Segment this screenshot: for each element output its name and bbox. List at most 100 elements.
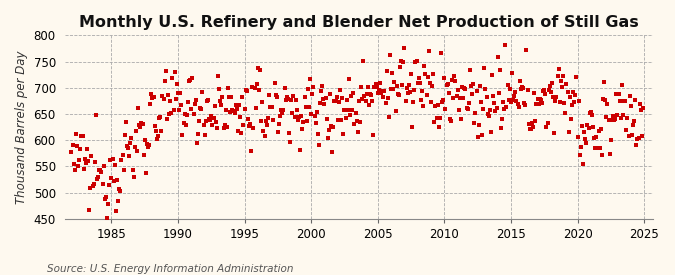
Point — [449, 74, 460, 78]
Point — [491, 106, 502, 111]
Point — [156, 128, 167, 133]
Point — [263, 116, 273, 120]
Point — [413, 75, 424, 80]
Point — [589, 136, 599, 140]
Point — [376, 91, 387, 95]
Point — [407, 125, 418, 129]
Point — [186, 106, 196, 111]
Point — [205, 118, 215, 122]
Point — [539, 88, 549, 92]
Point — [599, 79, 610, 84]
Point — [82, 147, 92, 151]
Point — [85, 186, 96, 190]
Point — [392, 91, 403, 96]
Point — [320, 96, 331, 100]
Point — [593, 128, 604, 133]
Point — [380, 101, 391, 105]
Point — [99, 164, 109, 168]
Point — [538, 89, 549, 93]
Point — [450, 79, 461, 83]
Point — [411, 59, 422, 63]
Point — [454, 108, 464, 112]
Point — [328, 125, 339, 129]
Point — [342, 98, 352, 102]
Point — [219, 123, 230, 128]
Point — [437, 100, 448, 104]
Point — [448, 96, 458, 100]
Point — [128, 174, 139, 179]
Point — [182, 112, 192, 117]
Point — [119, 133, 130, 137]
Point — [595, 127, 606, 131]
Point — [628, 123, 639, 128]
Point — [178, 120, 189, 125]
Point — [133, 106, 144, 110]
Point — [487, 72, 497, 77]
Point — [95, 168, 106, 173]
Point — [588, 125, 599, 129]
Point — [92, 175, 103, 180]
Point — [425, 81, 435, 85]
Point — [285, 140, 296, 145]
Point — [458, 95, 468, 100]
Point — [92, 177, 103, 182]
Point — [118, 167, 129, 172]
Point — [106, 176, 117, 180]
Point — [335, 88, 346, 92]
Point — [418, 104, 429, 108]
Point — [379, 89, 390, 94]
Point — [313, 132, 323, 136]
Point — [151, 129, 161, 133]
Point — [234, 103, 244, 107]
Point — [390, 109, 401, 113]
Point — [446, 119, 456, 123]
Point — [441, 83, 452, 87]
Point — [585, 110, 596, 114]
Point — [485, 130, 496, 134]
Point — [452, 87, 463, 92]
Point — [142, 145, 153, 149]
Point — [632, 137, 643, 142]
Point — [477, 132, 487, 137]
Point — [608, 113, 618, 118]
Point — [551, 95, 562, 100]
Point — [86, 154, 97, 158]
Point — [151, 137, 162, 141]
Point — [475, 83, 485, 88]
Point — [529, 90, 539, 95]
Point — [435, 51, 446, 56]
Point — [233, 129, 244, 133]
Point — [556, 79, 566, 83]
Point — [637, 134, 647, 138]
Point — [329, 99, 340, 103]
Point — [240, 88, 251, 92]
Point — [421, 92, 432, 97]
Point — [227, 108, 238, 112]
Point — [317, 84, 327, 88]
Point — [111, 208, 122, 213]
Point — [202, 98, 213, 103]
Point — [267, 105, 277, 109]
Point — [481, 95, 492, 100]
Point — [521, 48, 532, 52]
Point — [266, 105, 277, 109]
Point — [314, 142, 325, 147]
Point — [89, 160, 100, 165]
Point — [461, 105, 472, 110]
Point — [297, 127, 308, 131]
Point — [70, 132, 81, 136]
Point — [383, 115, 394, 119]
Point — [206, 114, 217, 119]
Point — [447, 78, 458, 82]
Point — [377, 88, 387, 93]
Point — [139, 138, 150, 143]
Point — [526, 127, 537, 131]
Point — [519, 101, 530, 106]
Point — [352, 130, 363, 134]
Point — [476, 100, 487, 104]
Point — [504, 87, 515, 92]
Point — [281, 95, 292, 99]
Point — [109, 163, 120, 167]
Point — [350, 111, 361, 115]
Point — [117, 153, 128, 157]
